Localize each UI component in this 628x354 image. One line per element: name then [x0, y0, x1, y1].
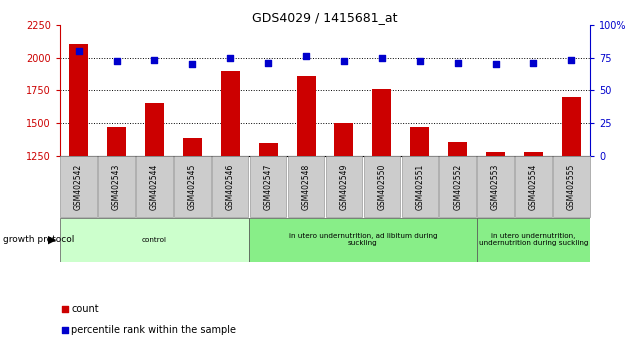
Text: count: count	[72, 304, 99, 314]
FancyBboxPatch shape	[249, 218, 477, 262]
Text: in utero undernutrition,
undernutrition during suckling: in utero undernutrition, undernutrition …	[479, 233, 588, 246]
Text: GSM402547: GSM402547	[264, 164, 273, 210]
Point	[112, 59, 122, 64]
Bar	[296, 76, 315, 156]
FancyBboxPatch shape	[477, 156, 514, 217]
FancyBboxPatch shape	[515, 156, 551, 217]
FancyBboxPatch shape	[136, 156, 173, 217]
Text: GSM402549: GSM402549	[340, 164, 349, 210]
Point	[225, 55, 236, 60]
FancyBboxPatch shape	[401, 156, 438, 217]
Point	[490, 61, 501, 67]
Text: GSM402542: GSM402542	[74, 164, 83, 210]
FancyBboxPatch shape	[174, 156, 210, 217]
Point	[339, 59, 349, 64]
FancyBboxPatch shape	[99, 156, 135, 217]
Text: GSM402554: GSM402554	[529, 164, 538, 210]
Text: control: control	[142, 237, 167, 243]
Text: GSM402548: GSM402548	[301, 164, 310, 210]
Bar	[486, 152, 505, 156]
FancyBboxPatch shape	[364, 156, 400, 217]
Point	[301, 53, 311, 59]
Bar	[107, 127, 126, 156]
Text: ▶: ▶	[48, 235, 57, 245]
FancyBboxPatch shape	[440, 156, 476, 217]
FancyBboxPatch shape	[288, 156, 324, 217]
FancyBboxPatch shape	[326, 156, 362, 217]
FancyBboxPatch shape	[553, 156, 590, 217]
Bar	[410, 127, 429, 156]
Text: GSM402543: GSM402543	[112, 164, 121, 210]
Title: GDS4029 / 1415681_at: GDS4029 / 1415681_at	[252, 11, 398, 24]
Point	[187, 61, 197, 67]
Bar	[183, 138, 202, 156]
Point	[414, 59, 425, 64]
Text: GSM402544: GSM402544	[150, 164, 159, 210]
Text: GSM402550: GSM402550	[377, 164, 386, 210]
FancyBboxPatch shape	[60, 218, 249, 262]
Bar	[259, 143, 278, 156]
Text: GSM402545: GSM402545	[188, 164, 197, 210]
Text: GSM402551: GSM402551	[415, 164, 425, 210]
Point	[377, 55, 387, 60]
Bar	[69, 44, 88, 156]
Bar	[372, 89, 391, 156]
Text: GSM402552: GSM402552	[453, 164, 462, 210]
FancyBboxPatch shape	[477, 218, 590, 262]
Text: growth protocol: growth protocol	[3, 235, 75, 244]
FancyBboxPatch shape	[60, 156, 97, 217]
Bar	[562, 97, 581, 156]
Text: in utero undernutrition, ad libitum during
suckling: in utero undernutrition, ad libitum duri…	[289, 233, 437, 246]
Bar	[335, 123, 354, 156]
Point	[263, 60, 273, 65]
FancyBboxPatch shape	[212, 156, 249, 217]
Bar	[221, 70, 240, 156]
Bar	[524, 152, 543, 156]
Bar	[145, 103, 164, 156]
Point	[149, 57, 160, 63]
Point	[453, 60, 463, 65]
Point	[368, 231, 378, 236]
Point	[528, 60, 538, 65]
Text: GSM402546: GSM402546	[225, 164, 235, 210]
Text: GSM402555: GSM402555	[567, 164, 576, 210]
Text: percentile rank within the sample: percentile rank within the sample	[72, 325, 236, 336]
FancyBboxPatch shape	[250, 156, 286, 217]
Bar	[448, 142, 467, 156]
Point	[368, 38, 378, 44]
Text: GSM402553: GSM402553	[491, 164, 500, 210]
Point	[73, 48, 84, 54]
Point	[566, 57, 577, 63]
